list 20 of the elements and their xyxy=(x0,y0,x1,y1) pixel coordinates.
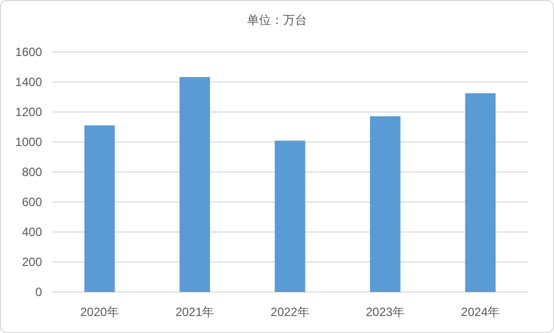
bar xyxy=(180,77,210,292)
y-tick-label: 1000 xyxy=(15,135,42,149)
x-tick-label: 2024年 xyxy=(461,305,500,319)
x-tick-label: 2022年 xyxy=(270,305,310,319)
bar xyxy=(465,93,496,292)
bar xyxy=(84,125,115,292)
chart-title: 单位：万台 xyxy=(247,13,307,27)
bar xyxy=(370,116,400,292)
y-tick-label: 800 xyxy=(22,165,42,179)
y-tick-label: 1200 xyxy=(15,105,42,119)
x-tick-label: 2020年 xyxy=(80,305,119,319)
y-tick-label: 0 xyxy=(35,285,42,299)
y-tick-label: 200 xyxy=(22,255,42,269)
bar xyxy=(274,140,306,292)
y-tick-label: 400 xyxy=(22,225,42,239)
x-tick-label: 2023年 xyxy=(366,305,405,319)
y-tick-label: 1600 xyxy=(15,45,42,59)
y-tick-label: 600 xyxy=(22,195,42,209)
y-tick-label: 1400 xyxy=(15,75,42,89)
x-tick-label: 2021年 xyxy=(175,305,214,319)
